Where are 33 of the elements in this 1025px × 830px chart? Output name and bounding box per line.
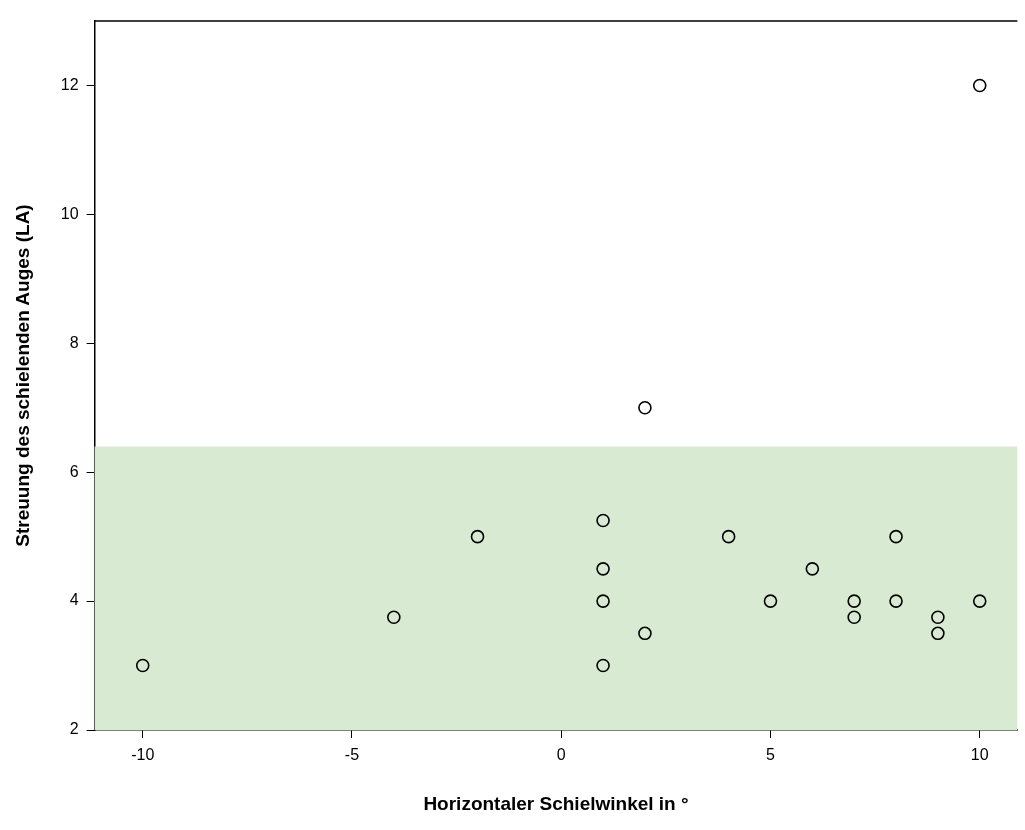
x-tick-label: -10 xyxy=(131,746,155,764)
y-tick-label: 4 xyxy=(69,591,79,609)
point xyxy=(470,529,485,544)
point xyxy=(847,594,861,608)
x-axis-title: Horizontaler Schielwinkel in ° xyxy=(423,792,689,814)
x-tick-label: 0 xyxy=(556,746,566,764)
point xyxy=(638,626,652,641)
y-tick-label: 12 xyxy=(60,75,79,93)
point xyxy=(596,513,610,528)
point xyxy=(135,658,150,673)
point xyxy=(805,562,820,576)
point xyxy=(763,594,778,608)
y-tick-label: 10 xyxy=(60,204,79,222)
point xyxy=(596,562,610,576)
point xyxy=(889,594,903,608)
point xyxy=(721,529,736,544)
x-tick-label: 5 xyxy=(766,746,776,764)
x-tick-label: -5 xyxy=(344,746,360,764)
point xyxy=(596,594,610,608)
y-axis-title: Streuung des schielenden Auges (LA) xyxy=(11,204,33,547)
point xyxy=(931,626,945,641)
point xyxy=(931,610,945,625)
point xyxy=(387,610,401,625)
point xyxy=(638,400,652,415)
x-tick-label: 10 xyxy=(970,746,989,764)
point xyxy=(972,78,987,93)
y-tick-label: 2 xyxy=(69,720,79,738)
point xyxy=(972,594,987,608)
y-tick-label: 6 xyxy=(69,462,79,480)
point xyxy=(889,529,903,544)
point xyxy=(847,610,861,625)
point xyxy=(596,658,610,673)
y-tick-label: 8 xyxy=(69,333,79,351)
